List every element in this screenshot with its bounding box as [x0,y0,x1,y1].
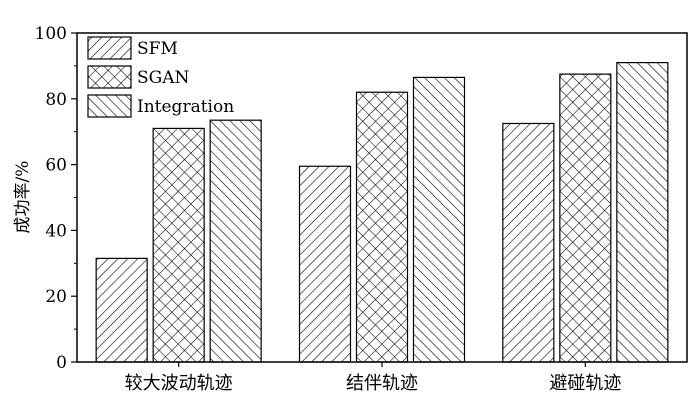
y-tick-label: 60 [45,156,67,176]
x-category-label: 避碰轨迹 [549,373,621,394]
bars-layer [95,62,669,363]
legend-swatch-sfm [87,36,132,60]
bar-sgan-0 [152,127,205,363]
bar-integration-0 [209,119,262,363]
bar-sgan-2 [559,73,612,363]
legend-swatch-integration [87,94,132,118]
y-tick-label: 0 [56,353,67,373]
bar-integration-2 [616,62,669,363]
bar-sfm-0 [95,257,148,363]
bar-integration-1 [412,76,466,363]
bar-sgan-1 [355,91,409,363]
bar-sfm-1 [298,165,352,363]
y-tick-label: 40 [45,221,67,241]
x-category-label: 结伴轨迹 [346,373,418,394]
y-tick-label: 80 [45,90,67,110]
x-category-label: 较大波动轨迹 [125,373,233,394]
plot-frame [76,32,688,363]
y-axis-title: 成功率/% [13,161,33,234]
legend: SFM SGAN Integration [87,36,234,118]
bar-sfm-2 [502,122,555,363]
y-tick-label: 20 [45,287,67,307]
x-axis-categories: 较大波动轨迹 结伴轨迹 避碰轨迹 [125,362,621,394]
legend-label-sgan: SGAN [137,68,190,88]
y-axis-label: 成功率/% [13,161,33,234]
legend-swatch-sgan [87,65,132,89]
y-tick-label: 100 [35,24,67,44]
legend-label-sfm: SFM [137,39,178,59]
y-axis-ticks: 0 20 40 60 80 100 [35,24,77,373]
legend-label-integration: Integration [137,97,234,117]
